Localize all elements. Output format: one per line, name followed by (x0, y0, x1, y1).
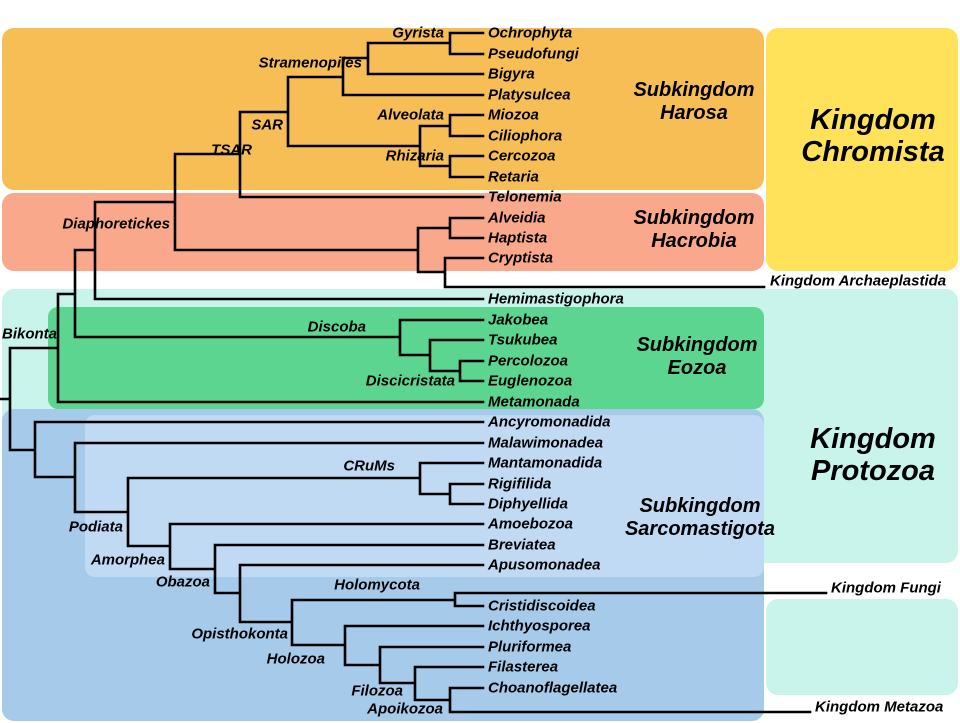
clade-holomycota: Holomycota (334, 576, 420, 594)
clade-apoikozoa: Apoikozoa (367, 700, 443, 718)
kingdom-protozoa-line1: Kingdom (810, 423, 936, 456)
kingdom-chromista-line1: Kingdom (810, 104, 936, 137)
leaf-amoebozoa: Amoebozoa (488, 515, 574, 533)
clade-discicristata: Discicristata (365, 372, 455, 390)
leaf-pluriformea: Pluriformea (488, 638, 572, 656)
kingdom-chromista-line2: Chromista (801, 136, 945, 168)
leaf-ciliophora: Ciliophora (488, 127, 563, 145)
kingdom-metazoa-label: Kingdom Metazoa (815, 698, 944, 716)
leaf-ochrophyta: Ochrophyta (488, 24, 573, 42)
leaf-tsukubea: Tsukubea (488, 331, 558, 349)
clade-podiata: Podiata (68, 518, 123, 536)
kingdom-archaeplastida-label: Kingdom Archaeplastida (770, 272, 947, 290)
leaf-choanoflagellatea: Choanoflagellatea (488, 679, 618, 697)
branch-paths (0, 31, 828, 714)
clade-amorphea: Amorphea (90, 551, 165, 569)
leaf-cryptista: Cryptista (488, 249, 554, 267)
leaf-pseudofungi: Pseudofungi (488, 45, 579, 63)
kingdom-protozoa-line2: Protozoa (810, 455, 936, 487)
leaf-diphyellida: Diphyellida (488, 495, 569, 513)
subkingdom-sarcomastigota-line2: Sarcomastigota (624, 518, 776, 540)
region-subkingdom-eozoa (48, 307, 764, 409)
clade-discoba: Discoba (307, 318, 366, 336)
leaf-metamonada: Metamonada (488, 393, 580, 411)
clade-holozoa: Holozoa (266, 650, 325, 668)
leaf-jakobea: Jakobea (488, 311, 549, 329)
leaf-mantamonadida: Mantamonadida (488, 454, 603, 472)
leaf-haptista: Haptista (488, 229, 548, 247)
leaf-retaria: Retaria (488, 168, 539, 186)
clade-rhizaria: Rhizaria (385, 147, 444, 165)
clade-sar: SAR (251, 116, 283, 134)
leaf-euglenozoa: Euglenozoa (488, 372, 573, 390)
subkingdom-harosa-line1: Subkingdom (633, 79, 755, 101)
leaf-apusomonadea: Apusomonadea (488, 556, 601, 574)
clade-alveolata: Alveolata (377, 106, 444, 124)
leaf-malawimonadea: Malawimonadea (488, 434, 604, 452)
region-subkingdom-hacrobia (2, 193, 764, 271)
clade-stramenopiles: Stramenopiles (258, 54, 362, 72)
leaf-cristidiscoidea: Cristidiscoidea (488, 597, 596, 615)
clade-crums: CRuMs (343, 457, 395, 475)
leaf-telonemia: Telonemia (488, 188, 562, 206)
kingdom-protozoa-label: Kingdom Protozoa (810, 423, 936, 488)
subkingdom-sarcomastigota-label: Subkingdom Sarcomastigota (625, 495, 775, 541)
leaf-filasterea: Filasterea (488, 658, 559, 676)
leaf-ichthyosporea: Ichthyosporea (488, 617, 591, 635)
kingdom-chromista-label: Kingdom Chromista (801, 104, 945, 169)
kingdom-fungi-label: Kingdom Fungi (831, 579, 941, 597)
leaf-cercozoa: Cercozoa (488, 147, 556, 165)
region-kingdom-chromista (766, 28, 958, 271)
subkingdom-hacrobia-line2: Hacrobia (651, 230, 737, 252)
subkingdom-eozoa-line1: Subkingdom (636, 334, 758, 356)
subkingdom-eozoa-line2: Eozoa (667, 357, 727, 379)
clade-bikonta: Bikonta (2, 325, 58, 343)
clade-opisthokonta: Opisthokonta (191, 625, 288, 643)
clade-obazoa: Obazoa (155, 573, 210, 591)
subkingdom-sarcomastigota-line1: Subkingdom (639, 495, 761, 517)
clade-gyrista: Gyrista (392, 24, 444, 42)
region-lower-right-area (766, 599, 958, 695)
leaf-rigifilida: Rigifilida (488, 475, 552, 493)
subkingdom-harosa-line2: Harosa (660, 102, 728, 124)
leaf-ancyromonadida: Ancyromonadida (488, 413, 611, 431)
clade-diaphoretickes: Diaphoretickes (62, 215, 170, 233)
leaf-alveidia: Alveidia (488, 209, 546, 227)
leaf-breviatea: Breviatea (488, 536, 556, 554)
leaf-percolozoa: Percolozoa (488, 352, 569, 370)
region-subkingdom-harosa (2, 28, 764, 190)
subkingdom-harosa-label: Subkingdom Harosa (633, 79, 754, 125)
clade-tsar: TSAR (211, 141, 252, 159)
subkingdom-eozoa-label: Subkingdom Eozoa (636, 334, 757, 380)
leaf-bigyra: Bigyra (488, 65, 535, 83)
subkingdom-hacrobia-line1: Subkingdom (633, 207, 755, 229)
leaf-hemimastigophora: Hemimastigophora (488, 290, 624, 308)
subkingdom-hacrobia-label: Subkingdom Hacrobia (633, 207, 754, 253)
clade-filozoa: Filozoa (351, 682, 403, 700)
leaf-platysulcea: Platysulcea (488, 86, 571, 104)
leaf-miozoa: Miozoa (488, 106, 539, 124)
